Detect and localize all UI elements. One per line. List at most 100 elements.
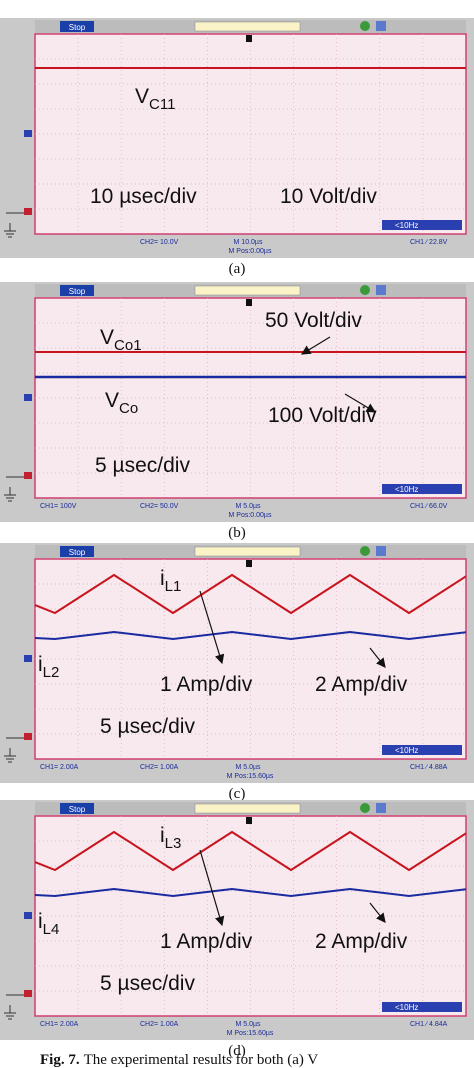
readout: CH1 ∕ 66.0V [410,503,448,510]
annotation: 100 Volt/div [268,404,377,427]
channel-marker [24,912,32,919]
trigger-bar [194,546,301,557]
freq-box [382,484,462,494]
freq-box [382,1002,462,1012]
annotation: iL2 [38,653,59,681]
trigger-marker [246,817,252,824]
caption-text: The experimental results for both (a) V [84,1052,319,1068]
annotation: VC11 [135,85,175,113]
channel-marker [24,472,32,479]
channel-marker [24,655,32,662]
icon [376,546,386,556]
annotation-text: V [100,326,114,349]
readout: M 5.0µs [235,1021,261,1028]
status-box [60,285,94,296]
arrow [344,393,377,413]
status-label: Stop [69,548,86,557]
panel-caption: (c) [229,786,246,802]
trigger-bar [194,285,301,296]
annotation-text: 100 Volt/div [268,404,377,427]
readout: M Pos:15.60µs [227,1030,274,1037]
icon [360,546,370,556]
channel-marker [24,130,32,137]
readout: M 5.0µs [235,764,261,771]
annotation: 2 Amp/div [315,930,408,953]
scope-panel: Stop CH1= 2.00A CH2= 1.00A M 5.0µs M Pos:15.… [0,800,474,1059]
annotation: 50 Volt/div [265,309,362,332]
trigger-bar [194,21,301,32]
annotation: 1 Amp/div [160,930,253,953]
readout: CH2= 1.00A [140,1021,179,1028]
figure-caption: Fig. 7. The experimental results for both… [40,1052,318,1068]
annotation-text: 5 µsec/div [95,454,190,477]
annotation-sub: C11 [149,96,175,113]
readout: <10Hz [395,221,418,230]
annotation-text: 10 µsec/div [90,185,197,208]
trigger-marker [246,560,252,567]
channel-marker [24,990,32,997]
annotation: 10 µsec/div [90,185,197,208]
readout: CH2= 50.0V [140,503,179,510]
readout: CH2= 10.0V [140,239,179,246]
annotation-text: 2 Amp/div [315,673,408,696]
annotation-text: V [135,85,149,108]
annotation: VCo [105,389,138,417]
ground-symbol [4,212,24,238]
icon [376,803,386,813]
scope-panel: Stop CH1= 2.00A CH2= 1.00A M 5.0µs M Pos:15.… [0,543,474,802]
status-box [60,546,94,557]
caption-label: Fig. 7. [40,1052,80,1068]
waveform [35,830,466,872]
annotation-sub: L4 [43,921,60,938]
readout: CH1 ∕ 4.84A [410,1021,448,1028]
waveform [35,573,466,615]
annotation-sub: L2 [43,664,60,681]
channel-marker [24,394,32,401]
annotation: iL4 [38,910,59,938]
icon [360,803,370,813]
status-box [60,21,94,32]
annotation-text: 5 µsec/div [100,715,195,738]
annotation-sub: Co1 [114,337,142,354]
status-label: Stop [69,805,86,814]
readout: <10Hz [395,485,418,494]
panel-caption: (b) [228,525,246,541]
annotation-sub: L3 [165,835,182,852]
panel-caption: (a) [229,261,246,277]
annotation: 10 Volt/div [280,185,377,208]
arrow [369,647,386,668]
waveform [35,630,466,641]
freq-box [382,745,462,755]
annotation: 5 µsec/div [100,972,195,995]
annotation-text: i [160,567,165,590]
icon [376,21,386,31]
arrow [199,849,225,927]
ground-symbol [4,994,24,1020]
annotation: 2 Amp/div [315,673,408,696]
readout: M 5.0µs [235,503,261,510]
arrow [369,902,386,923]
annotation: 5 µsec/div [100,715,195,738]
readout: CH1= 100V [40,503,77,510]
annotation-text: 50 Volt/div [265,309,362,332]
annotation-text: V [105,389,119,412]
trigger-marker [246,35,252,42]
annotation-sub: Co [119,400,138,417]
annotation-text: 5 µsec/div [100,972,195,995]
readout: M 10.0µs [234,239,263,246]
readout: CH1 ∕ 22.8V [410,239,448,246]
annotation-text: 10 Volt/div [280,185,377,208]
ground-symbol [4,476,24,502]
annotation-text: 1 Amp/div [160,673,253,696]
annotation-text: 2 Amp/div [315,930,408,953]
trigger-bar [194,803,301,814]
scope-panel: Stop CH2= 10.0V M 10.0µs M Pos:0.00µs CH1 ∕ … [0,18,474,277]
annotation-text: i [38,653,43,676]
annotation: 5 µsec/div [95,454,190,477]
annotation-text: 1 Amp/div [160,930,253,953]
channel-marker [24,733,32,740]
annotation: iL3 [160,824,181,852]
trigger-marker [246,299,252,306]
annotation: 1 Amp/div [160,673,253,696]
